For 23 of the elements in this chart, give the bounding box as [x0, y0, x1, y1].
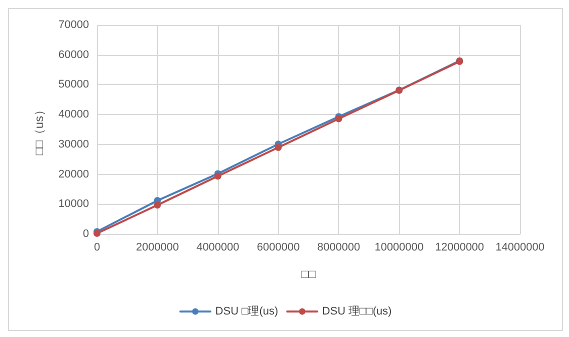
- point: [214, 172, 222, 180]
- x-tick-label: 2000000: [136, 242, 179, 254]
- y-tick-label: 70000: [58, 19, 89, 31]
- y-tick-label: 10000: [58, 198, 89, 210]
- y-tick-label: 60000: [58, 48, 89, 61]
- y-tick-label: 30000: [58, 138, 89, 150]
- x-tick-label: 0: [94, 242, 100, 254]
- y-tick-label: 0: [82, 228, 89, 240]
- y-tick-label: 40000: [58, 108, 89, 121]
- x-tick-label: 6000000: [256, 242, 300, 254]
- legend-label: DSU □理(us): [215, 306, 278, 318]
- y-tick-label: 20000: [58, 168, 89, 180]
- point: [274, 144, 282, 151]
- x-tick-label: 8000000: [317, 242, 360, 254]
- x-tick-label: 4000000: [196, 242, 240, 254]
- x-tick-label: 10000000: [374, 242, 424, 254]
- x-tick-label: 14000000: [496, 242, 544, 254]
- x-axis-title: □□: [301, 267, 316, 281]
- x-tick-label: 12000000: [435, 242, 484, 254]
- point: [154, 202, 161, 209]
- y-tick-label: 50000: [58, 78, 89, 91]
- y-axis-title: □□（us）: [32, 104, 46, 156]
- legend-label: DSU 理□□(us): [322, 306, 392, 318]
